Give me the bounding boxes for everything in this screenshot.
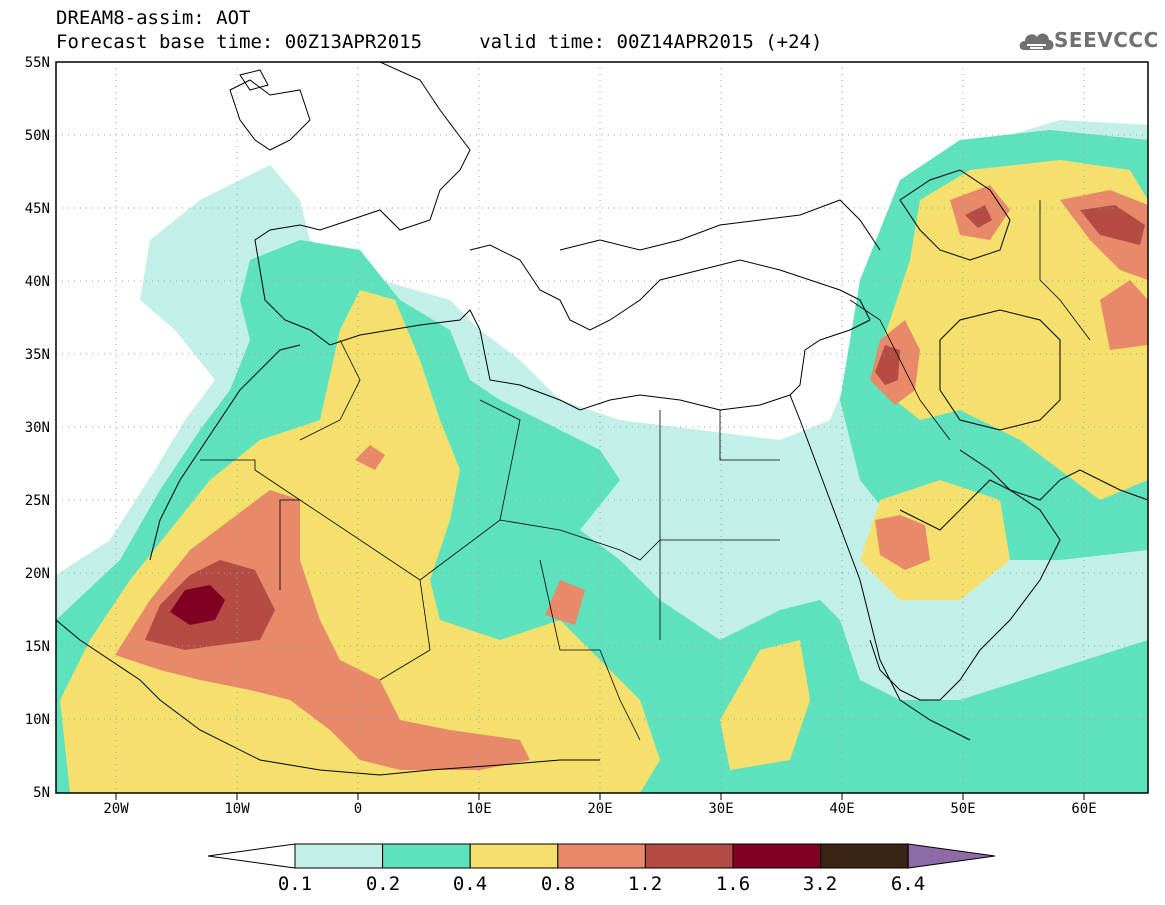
lat-label: 55N	[25, 55, 50, 71]
lat-label: 25N	[25, 493, 50, 509]
colorbar-swatch	[557, 843, 646, 869]
lat-label: 35N	[25, 347, 50, 363]
graticule	[56, 62, 1148, 793]
lat-label: 20N	[25, 566, 50, 582]
map-frame	[55, 61, 1149, 794]
colorbar-swatch	[294, 843, 384, 869]
colorbar-min-arrow	[207, 843, 296, 869]
lat-label: 50N	[25, 128, 50, 144]
colorbar-label: 1.6	[716, 873, 750, 895]
lat-label: 30N	[25, 420, 50, 436]
lat-label: 5N	[33, 785, 50, 801]
cloud-icon	[1019, 33, 1054, 50]
colorbar	[207, 843, 996, 869]
lon-label: 20W	[103, 801, 129, 817]
lon-label: 30E	[708, 801, 733, 817]
lat-label: 15N	[25, 639, 50, 655]
colorbar-label: 0.4	[453, 873, 487, 895]
colorbar-label: 6.4	[891, 873, 925, 895]
logo-text: SEEVCCC	[1054, 28, 1159, 52]
lat-label: 45N	[25, 201, 50, 217]
coastlines	[56, 62, 1148, 776]
colorbar-swatch	[732, 843, 822, 869]
colorbar-swatch	[469, 843, 559, 869]
forecast-times: Forecast base time: 00Z13APR2015 valid t…	[56, 31, 823, 53]
lon-label: 40E	[829, 801, 854, 817]
colorbar-max-arrow	[907, 843, 996, 869]
colorbar-label: 0.1	[278, 873, 312, 895]
aot-contours	[56, 120, 1148, 793]
colorbar-label: 3.2	[803, 873, 837, 895]
colorbar-swatch	[382, 843, 471, 869]
colorbar-label: 1.2	[628, 873, 662, 895]
lon-label: 60E	[1071, 801, 1096, 817]
colorbar-label: 0.2	[366, 873, 400, 895]
axis-ticks	[115, 793, 1085, 800]
colorbar-swatch	[820, 843, 909, 869]
lon-label: 0	[354, 801, 362, 817]
lon-label: 10E	[466, 801, 491, 817]
lon-label: 50E	[950, 801, 975, 817]
lon-label: 10W	[224, 801, 250, 817]
map-title: DREAM8-assim: AOT	[56, 7, 251, 29]
lon-label: 20E	[587, 801, 612, 817]
colorbar-swatch	[644, 843, 734, 869]
country-borders	[200, 200, 1091, 741]
lat-label: 40N	[25, 274, 50, 290]
colorbar-label: 0.8	[541, 873, 575, 895]
lat-label: 10N	[25, 712, 50, 728]
